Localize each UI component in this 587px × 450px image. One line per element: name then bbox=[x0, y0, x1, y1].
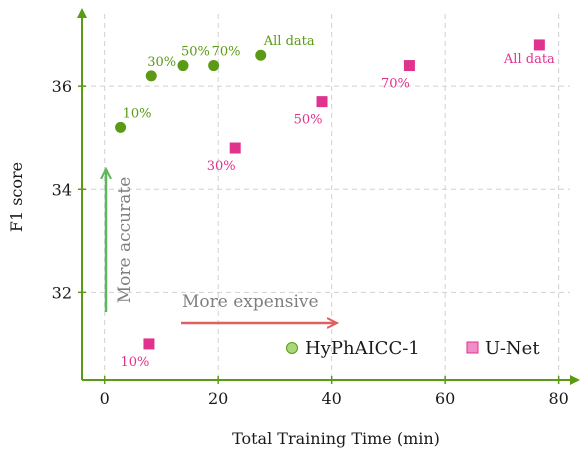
unet-point bbox=[229, 142, 241, 154]
x-tick-label: 0 bbox=[100, 389, 110, 408]
hyphaicc-point-label: 70% bbox=[212, 45, 241, 60]
x-axis-title: Total Training Time (min) bbox=[232, 429, 440, 448]
unet-point-label: 10% bbox=[121, 355, 150, 370]
more-expensive-label: More expensive bbox=[182, 292, 319, 312]
hyphaicc-point bbox=[208, 60, 220, 72]
y-tick-label: 32 bbox=[52, 283, 72, 302]
hyphaicc-point bbox=[145, 70, 157, 82]
y-tick-label: 34 bbox=[52, 180, 72, 199]
hyphaicc-point bbox=[255, 49, 267, 61]
x-tick-label: 60 bbox=[435, 389, 455, 408]
hyphaicc-point-label: All data bbox=[263, 34, 315, 49]
legend-unet-marker bbox=[466, 341, 479, 354]
unet-point bbox=[533, 39, 545, 51]
unet-point-label: All data bbox=[503, 52, 555, 67]
legend-hyphaicc-label: HyPhAICC-1 bbox=[305, 338, 420, 359]
x-tick-label: 20 bbox=[208, 389, 228, 408]
hyphaicc-point-label: 10% bbox=[123, 106, 152, 121]
more-accurate-label: More accurate bbox=[115, 177, 135, 304]
x-tick-label: 40 bbox=[321, 389, 341, 408]
unet-point bbox=[143, 338, 155, 350]
unet-point bbox=[316, 96, 328, 108]
hyphaicc-point-label: 50% bbox=[181, 45, 210, 60]
unet-point-label: 30% bbox=[207, 159, 236, 174]
hyphaicc-point-label: 30% bbox=[147, 55, 176, 70]
hyphaicc-point bbox=[177, 60, 189, 72]
unet-point-label: 70% bbox=[381, 77, 410, 92]
legend-unet-label: U-Net bbox=[485, 338, 540, 359]
hyphaicc-point bbox=[115, 121, 127, 133]
y-tick-label: 36 bbox=[52, 77, 72, 96]
x-tick-label: 80 bbox=[548, 389, 568, 408]
unet-point bbox=[403, 60, 415, 72]
y-axis-title: F1 score bbox=[7, 162, 26, 232]
unet-point-label: 50% bbox=[294, 113, 323, 128]
legend-hyphaicc-marker bbox=[286, 342, 298, 354]
